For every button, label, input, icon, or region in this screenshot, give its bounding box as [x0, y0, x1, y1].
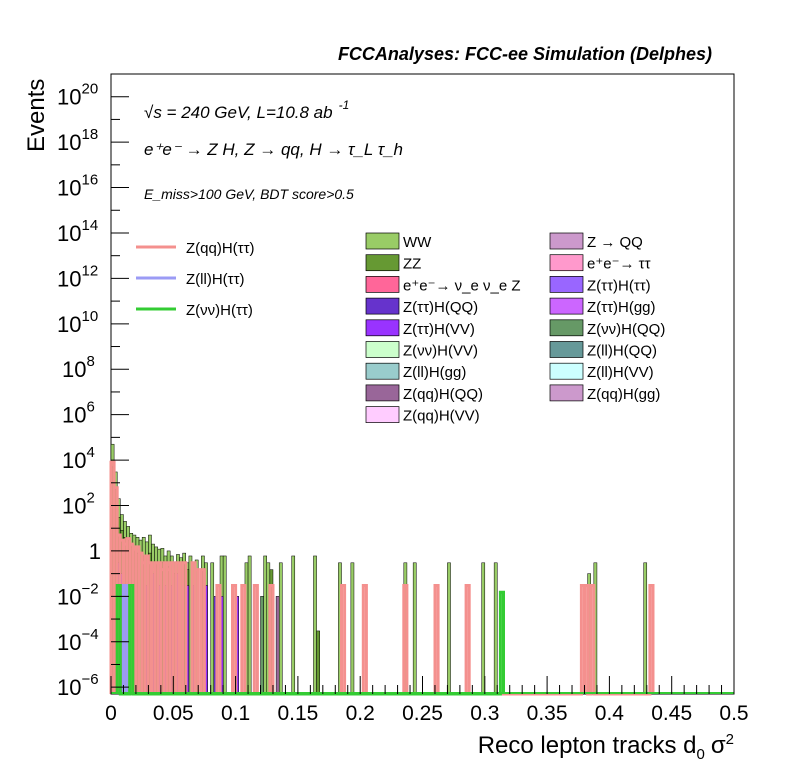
x-axis-label-sub: 0 [697, 746, 705, 763]
axes-layer: 0 0.05 0.1 0.15 0.2 0.25 0.3 0.35 0.4 0.45 0.5 10−6… [57, 81, 749, 725]
ww-bar-37 [278, 562, 283, 695]
y-tick-label-7: 108 [62, 353, 95, 382]
annotation-selection: E_miss>100 GeV, BDT score>0.5 [144, 186, 354, 202]
bkg-legend-label-6: Z(ττ)H(QQ) [403, 299, 478, 316]
y-tick-label-3: 1 [89, 539, 101, 564]
x-tick-label-10: 0.5 [719, 702, 748, 725]
bkg-legend-label-16: Z(qq)H(VV) [403, 408, 480, 425]
ww-bar-32 [222, 555, 227, 695]
ww-bar-35 [263, 555, 268, 695]
bkg-legend-label-13: Z(ll)H(VV) [587, 364, 654, 381]
bkg-legend-swatch-9 [549, 319, 584, 337]
x-axis-label: Reco lepton tracks d0 σ2 [478, 731, 734, 763]
bkg-legend-swatch-5 [549, 276, 584, 293]
bkg-legend-label-15: Z(qq)H(gg) [587, 386, 660, 403]
bkg-legend-swatch-7 [549, 297, 584, 315]
y-tick-label-11: 1016 [57, 172, 98, 201]
bkg-legend-label-11: Z(ll)H(QQ) [587, 343, 657, 360]
ww-bar-49 [643, 562, 648, 695]
x-axis-label-tail: σ [711, 732, 726, 759]
y-tick-label-10: 1014 [57, 217, 98, 246]
higgs-bkg-bar-15 [260, 596, 264, 695]
bkg-legend-label-5: Z(ττ)H(ττ) [587, 277, 651, 294]
bkg-legend-label-9: Z(νν)H(QQ) [587, 321, 665, 338]
x-axis-label-main: Reco lepton tracks d [478, 732, 697, 759]
x-tick-label-1: 0.05 [153, 702, 194, 725]
bkg-legend-label-1: Z → QQ [587, 234, 643, 251]
ww-bar-38 [291, 555, 296, 695]
x-tick-label-8: 0.4 [595, 702, 625, 725]
y-tick-label-12: 1018 [57, 126, 98, 155]
higgs-bkg-bar-16 [275, 596, 280, 695]
y-tick-label-8: 1010 [57, 308, 98, 337]
x-axis-label-sup: 2 [726, 731, 734, 748]
ww-bar-39 [313, 555, 317, 695]
zz-bar-19 [316, 630, 320, 695]
x-tick-label-9: 0.45 [651, 702, 692, 725]
annotation-sqrt-s-text: √s = 240 GeV, L=10.8 ab [144, 103, 333, 122]
bkg-legend-label-14: Z(qq)H(QQ) [403, 386, 483, 403]
bkg-legend-label-3: e⁺e⁻→ ττ [587, 256, 651, 273]
bkg-legend-swatch-15 [549, 384, 584, 402]
signal-legend-label-1: Z(ll)H(ττ) [186, 271, 245, 288]
y-tick-label-13: 1020 [57, 81, 98, 110]
bkg-legend-swatch-6 [365, 297, 400, 315]
ww-bar-30 [210, 562, 215, 695]
x-tick-label-2: 0.1 [221, 702, 250, 725]
bkg-legend-swatch-14 [365, 384, 400, 402]
bkg-legend-label-7: Z(ττ)H(gg) [587, 299, 656, 316]
bkg-legend-swatch-0 [365, 232, 400, 250]
x-tick-label-0: 0 [105, 702, 117, 725]
y-tick-label-1: 10−4 [57, 626, 99, 655]
annotation-block: √s = 240 GeV, L=10.8 ab -1 e⁺e⁻ → Z H, Z … [144, 98, 403, 202]
bkg-legend-label-2: ZZ [403, 256, 421, 273]
annotation-sqrt-s-sup: -1 [339, 98, 350, 112]
x-tick-label-3: 0.15 [277, 702, 318, 725]
line-zll-htautau [122, 584, 129, 694]
y-tick-label-4: 102 [62, 490, 95, 519]
ww-bar-44 [447, 562, 451, 695]
bkg-legend-swatch-13 [549, 362, 584, 380]
signal-legend-label-0: Z(qq)H(ττ) [186, 240, 255, 257]
bkg-legend-label-8: Z(ττ)H(VV) [403, 321, 475, 338]
bkg-legend-swatch-11 [549, 341, 584, 358]
bkg-legend-swatch-8 [365, 319, 400, 337]
background-legend: WW ZZ e⁺e⁻→ ν_e ν_e Z Z(ττ)H(QQ) Z(ττ)H(VV) Z… [365, 232, 665, 425]
bkg-legend-label-4: e⁺e⁻→ ν_e ν_e Z [403, 277, 521, 294]
y-axis-label: Events [23, 79, 50, 152]
signal-legend: Z(qq)H(ττ) Z(ll)H(ττ) Z(νν)H(ττ) [136, 240, 255, 319]
x-tick-label-4: 0.2 [346, 702, 375, 725]
y-tick-label-0: 10−6 [57, 671, 99, 700]
bkg-legend-label-12: Z(ll)H(gg) [403, 364, 466, 381]
ww-bar-46 [493, 562, 498, 695]
annotation-sqrt-s: √s = 240 GeV, L=10.8 ab -1 [144, 98, 349, 122]
bkg-legend-label-0: WW [403, 234, 432, 251]
y-tick-label-6: 106 [62, 399, 95, 428]
bkg-legend-swatch-1 [549, 232, 584, 250]
line-zvv-htautau [115, 584, 505, 696]
bkg-legend-swatch-3 [549, 254, 584, 272]
x-tick-label-6: 0.3 [470, 702, 499, 725]
y-tick-label-2: 10−2 [57, 580, 99, 609]
ww-bar-43 [412, 562, 417, 695]
chart-title: FCCAnalyses: FCC-ee Simulation (Delphes) [338, 44, 712, 64]
ww-bar-34 [247, 555, 252, 695]
bkg-legend-swatch-2 [365, 254, 400, 272]
ww-bar-41 [350, 562, 355, 695]
signal-legend-label-2: Z(νν)H(ττ) [186, 302, 253, 319]
x-tick-label-5: 0.25 [402, 702, 443, 725]
bkg-legend-swatch-16 [365, 406, 400, 423]
y-tick-label-5: 104 [62, 444, 95, 473]
ww-bar-45 [481, 562, 486, 695]
bkg-legend-swatch-10 [365, 341, 400, 358]
annotation-process: e⁺e⁻ → Z H, Z → qq, H → τ_L τ_h [144, 140, 403, 159]
bkg-legend-swatch-12 [365, 362, 400, 380]
bkg-legend-swatch-4 [365, 276, 400, 293]
bkg-legend-label-10: Z(νν)H(VV) [403, 343, 478, 360]
x-tick-label-7: 0.35 [527, 702, 568, 725]
y-tick-label-9: 1012 [57, 262, 98, 291]
